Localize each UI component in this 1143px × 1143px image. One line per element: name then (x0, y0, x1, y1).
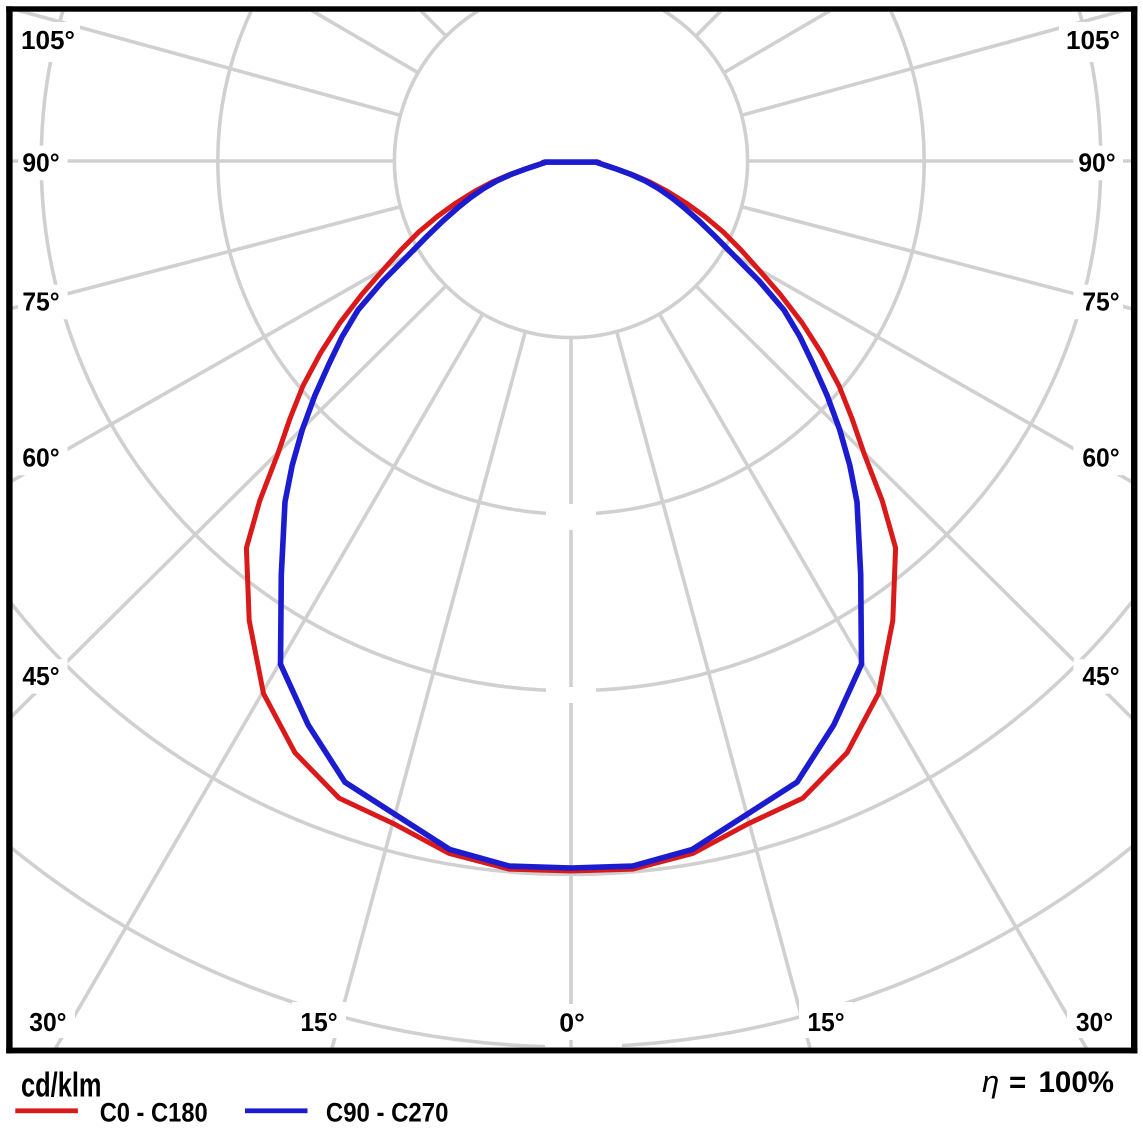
svg-text:75°: 75° (1082, 286, 1119, 316)
svg-text:60°: 60° (1082, 442, 1119, 472)
svg-text:C90 - C270: C90 - C270 (326, 1098, 449, 1128)
svg-text:45°: 45° (22, 661, 59, 691)
svg-text:C0 - C180: C0 - C180 (100, 1098, 208, 1128)
svg-text:75°: 75° (22, 286, 59, 316)
svg-text:cd/klm: cd/klm (21, 1067, 102, 1105)
svg-text:15°: 15° (300, 1007, 337, 1037)
svg-text:90°: 90° (22, 147, 59, 177)
svg-text:15°: 15° (807, 1007, 844, 1037)
svg-text:=: = (1009, 1066, 1026, 1099)
svg-text:45°: 45° (1082, 661, 1119, 691)
svg-text:0°: 0° (559, 1008, 585, 1038)
svg-text:105°: 105° (1066, 25, 1120, 55)
svg-text:100%: 100% (1039, 1066, 1114, 1099)
svg-text:60°: 60° (22, 442, 59, 472)
svg-text:105°: 105° (21, 25, 75, 55)
svg-text:η: η (982, 1064, 999, 1099)
svg-text:30°: 30° (29, 1007, 66, 1037)
svg-text:30°: 30° (1076, 1007, 1113, 1037)
svg-text:90°: 90° (1078, 147, 1115, 177)
